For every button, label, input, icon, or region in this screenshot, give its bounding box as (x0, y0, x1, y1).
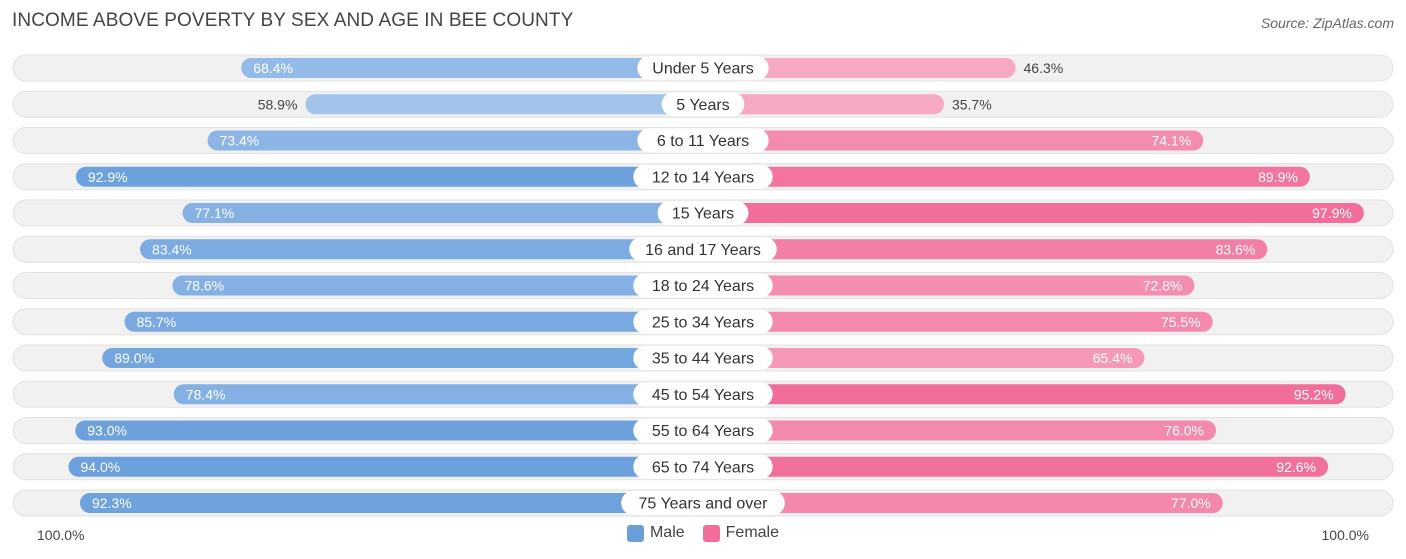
female-bar-under-5-years[interactable] (703, 58, 1016, 78)
male-value-label-12-to-14-years: 92.9% (88, 169, 128, 185)
male-value-label-35-to-44-years: 89.0% (114, 350, 154, 366)
female-bar-18-to-24-years[interactable] (703, 275, 1195, 296)
legend: Male Female (0, 524, 1406, 542)
category-label-16-and-17-years: 16 and 17 Years (645, 242, 761, 259)
male-value-label-45-to-54-years: 78.4% (186, 386, 226, 402)
legend-item-female[interactable]: Female (702, 524, 780, 542)
male-value-label-55-to-64-years: 93.0% (87, 423, 127, 439)
category-label-5-years: 5 Years (676, 97, 729, 114)
male-value-label-under-5-years: 68.4% (253, 60, 293, 76)
female-value-label-75-years-and-over: 77.0% (1171, 495, 1211, 511)
category-label-35-to-44-years: 35 to 44 Years (652, 351, 754, 368)
category-pill-75-years-and-over (621, 491, 785, 515)
category-label-15-years: 15 Years (672, 206, 734, 223)
category-pill-45-to-54-years (633, 382, 773, 407)
female-value-label-16-and-17-years: 83.6% (1216, 241, 1256, 257)
chart-source: Source: ZipAtlas.com (1260, 15, 1394, 31)
female-value-label-6-to-11-years: 74.1% (1151, 133, 1191, 149)
male-bar-55-to-64-years[interactable] (75, 420, 703, 441)
male-bar-16-and-17-years[interactable] (140, 239, 704, 260)
male-bar-under-5-years[interactable] (241, 58, 704, 78)
category-label-45-to-54-years: 45 to 54 Years (652, 387, 754, 404)
male-bar-75-years-and-over[interactable] (79, 493, 704, 513)
male-bar-15-years[interactable] (182, 203, 703, 223)
male-value-label-75-years-and-over: 92.3% (92, 495, 132, 511)
axis-right-label: 100.0% (1321, 527, 1369, 543)
female-value-label-55-to-64-years: 76.0% (1164, 423, 1204, 439)
female-value-label-45-to-54-years: 95.2% (1294, 386, 1334, 402)
category-pill-12-to-14-years (633, 164, 773, 189)
female-value-label-under-5-years: 46.3% (1024, 60, 1064, 76)
female-bar-65-to-74-years[interactable] (703, 456, 1329, 477)
category-pill-65-to-74-years (633, 454, 773, 479)
male-bar-35-to-44-years[interactable] (102, 348, 703, 368)
female-bar-5-years[interactable] (703, 94, 944, 115)
female-bar-75-years-and-over[interactable] (703, 493, 1223, 513)
female-value-label-5-years: 35.7% (952, 96, 992, 112)
female-value-label-18-to-24-years: 72.8% (1143, 278, 1183, 294)
female-bar-6-to-11-years[interactable] (703, 130, 1204, 151)
female-bar-15-years[interactable] (703, 203, 1364, 223)
male-value-label-15-years: 77.1% (195, 205, 235, 221)
category-pill-under-5-years (637, 56, 769, 80)
axis-left-label: 100.0% (37, 527, 85, 543)
female-value-label-12-to-14-years: 89.9% (1258, 169, 1298, 185)
female-bar-25-to-34-years[interactable] (703, 311, 1213, 332)
male-value-label-6-to-11-years: 73.4% (220, 133, 260, 149)
male-value-label-16-and-17-years: 83.4% (152, 241, 192, 257)
female-value-label-25-to-34-years: 75.5% (1161, 314, 1201, 330)
category-label-25-to-34-years: 25 to 34 Years (652, 314, 754, 331)
category-label-12-to-14-years: 12 to 14 Years (652, 169, 754, 186)
category-label-under-5-years: Under 5 Years (652, 61, 753, 78)
legend-label-female: Female (725, 524, 780, 541)
male-bar-45-to-54-years[interactable] (173, 384, 704, 405)
category-pill-25-to-34-years (633, 309, 773, 334)
category-pill-6-to-11-years (637, 128, 769, 153)
legend-label-male: Male (649, 524, 685, 541)
female-value-label-15-years: 97.9% (1312, 205, 1352, 221)
legend-swatch-male (626, 524, 644, 542)
male-value-label-25-to-34-years: 85.7% (137, 314, 177, 330)
male-bar-65-to-74-years[interactable] (68, 456, 704, 477)
female-bar-55-to-64-years[interactable] (703, 420, 1216, 441)
male-value-label-5-years: 58.9% (258, 96, 298, 112)
category-label-55-to-64-years: 55 to 64 Years (652, 423, 754, 440)
female-bar-45-to-54-years[interactable] (703, 384, 1346, 405)
female-value-label-35-to-44-years: 65.4% (1093, 350, 1133, 366)
female-bar-16-and-17-years[interactable] (703, 239, 1268, 260)
male-value-label-18-to-24-years: 78.6% (184, 278, 224, 294)
category-label-6-to-11-years: 6 to 11 Years (657, 133, 749, 150)
category-pill-18-to-24-years (633, 273, 773, 298)
male-bar-12-to-14-years[interactable] (75, 166, 704, 187)
male-bar-6-to-11-years[interactable] (207, 130, 704, 151)
male-bar-5-years[interactable] (305, 94, 703, 115)
category-label-65-to-74-years: 65 to 74 Years (652, 459, 754, 476)
legend-item-male[interactable]: Male (626, 524, 685, 542)
male-value-label-65-to-74-years: 94.0% (81, 459, 121, 475)
category-pill-15-years (657, 201, 749, 225)
category-pill-35-to-44-years (633, 346, 773, 370)
category-label-75-years-and-over: 75 Years and over (639, 496, 769, 513)
male-bar-25-to-34-years[interactable] (124, 311, 703, 332)
chart-title: INCOME ABOVE POVERTY BY SEX AND AGE IN B… (12, 10, 574, 31)
female-value-label-65-to-74-years: 92.6% (1276, 459, 1316, 475)
category-pill-5-years (661, 92, 745, 117)
category-label-18-to-24-years: 18 to 24 Years (652, 278, 754, 295)
female-bar-12-to-14-years[interactable] (703, 166, 1310, 187)
category-pill-16-and-17-years (629, 237, 777, 262)
legend-swatch-female (702, 524, 720, 542)
female-bar-35-to-44-years[interactable] (703, 348, 1145, 368)
category-pill-55-to-64-years (633, 418, 773, 443)
male-bar-18-to-24-years[interactable] (172, 275, 703, 296)
